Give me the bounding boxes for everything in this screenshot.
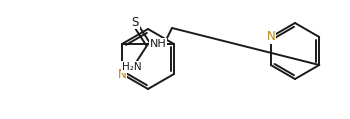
Text: N: N xyxy=(266,30,275,44)
Text: S: S xyxy=(131,15,139,28)
Text: NH: NH xyxy=(150,39,166,49)
Text: N: N xyxy=(118,67,126,80)
Text: H₂N: H₂N xyxy=(122,62,142,72)
